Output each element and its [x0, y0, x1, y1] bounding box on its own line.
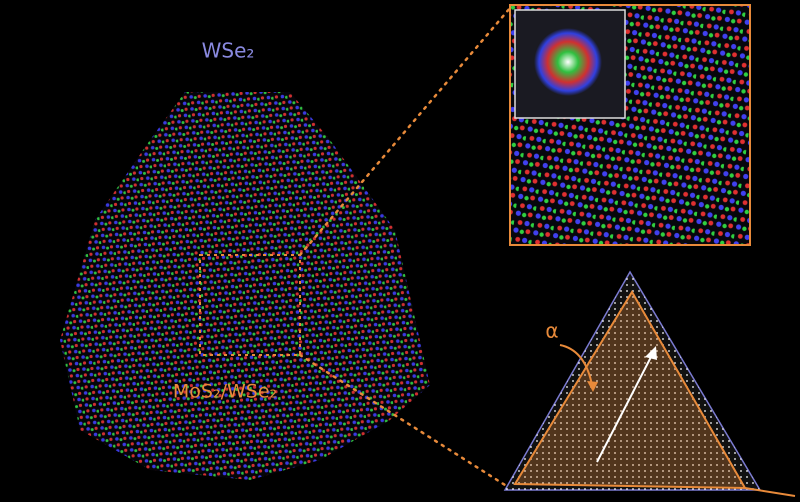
triangle-dots	[505, 272, 760, 490]
angle-arrow-head	[587, 381, 598, 392]
fft-blob	[534, 28, 602, 96]
arrow	[596, 354, 653, 463]
inner-triangle	[513, 290, 747, 490]
arrow-head	[645, 346, 657, 360]
flake	[60, 92, 430, 480]
zoom-line	[298, 353, 507, 487]
zoom-box	[199, 254, 301, 356]
angle-arrow	[559, 344, 593, 386]
zoom-line	[298, 6, 512, 257]
angle-label: α	[545, 319, 558, 343]
heterostructure-label: MoS₂/WSe₂	[173, 381, 277, 403]
baseline	[744, 487, 796, 497]
wse2-label: WSe₂	[202, 39, 255, 63]
